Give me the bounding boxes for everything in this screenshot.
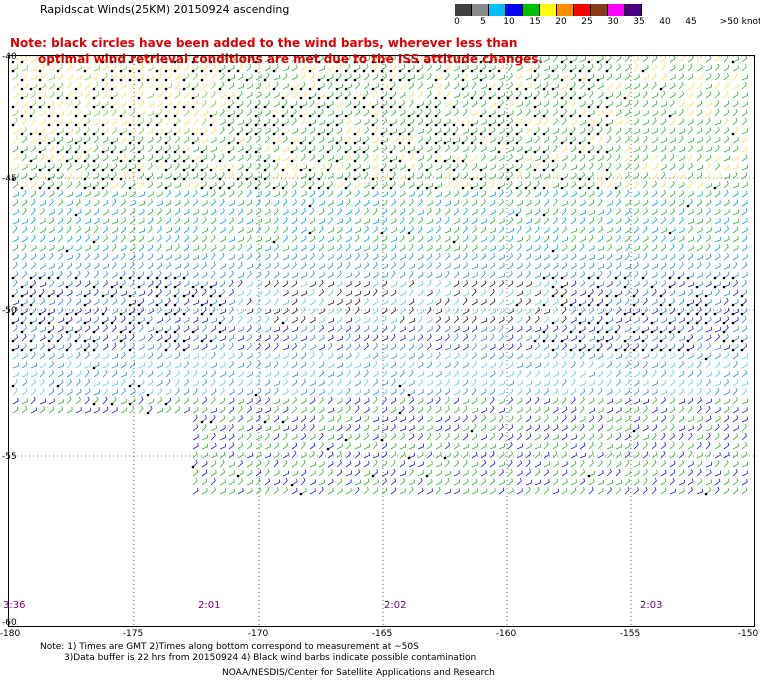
contamination-note: Note: black circles have been added to t… [10,35,570,67]
lat-label-60: -60 [2,618,17,628]
lon-label-150: -150 [737,629,759,639]
legend-labels: 0 5 10 15 20 25 30 35 40 45 >50 knots [454,16,760,28]
lat-label-45: -45 [2,174,17,184]
legend-label-1: 5 [480,17,486,27]
legend-swatch-2 [489,4,506,16]
note-line-2: optimal wind retrieval conditions are me… [38,52,543,66]
legend-label-10: >50 knots [719,17,760,27]
legend-swatch-9 [608,4,625,16]
legend-label-9: 45 [685,17,697,27]
lat-label-55: -55 [2,452,17,462]
legend-swatch-1 [472,4,489,16]
legend-swatch-3 [506,4,523,16]
wind-barb-field [9,54,754,626]
time-label-2: 2:01 [198,600,221,611]
lon-label-165: -165 [371,629,393,639]
note-line-1: Note: black circles have been added to t… [10,36,518,50]
legend-swatch-8 [591,4,608,16]
time-label-4: 2:03 [640,600,663,611]
lat-label-50: -50 [2,306,17,316]
legend-label-3: 15 [529,17,541,27]
footer-note-1: Note: 1) Times are GMT 2)Times along bot… [40,642,419,652]
legend-swatch-7 [574,4,591,16]
lon-label-170: -170 [247,629,269,639]
legend-label-0: 0 [454,17,460,27]
legend-label-5: 25 [581,17,593,27]
time-label-1: 3:36 [3,600,26,611]
footer-credit: NOAA/NESDIS/Center for Satellite Applica… [222,668,495,678]
lat-label-40: -40 [2,52,17,62]
legend-label-6: 30 [607,17,619,27]
legend-label-2: 10 [503,17,515,27]
wind-speed-legend: 0 5 10 15 20 25 30 35 40 45 >50 knots [454,4,760,28]
wind-barbs [11,54,748,496]
map-title: Rapidscat Winds(25KM) 20150924 ascending [40,3,290,16]
lon-label-155: -155 [619,629,641,639]
legend-swatch-10 [625,4,642,16]
legend-label-7: 35 [633,17,645,27]
grid-lines [9,55,754,626]
legend-swatch-0 [455,4,472,16]
time-label-3: 2:02 [384,600,407,611]
legend-swatch-5 [540,4,557,16]
wind-map-plot [8,54,755,627]
legend-swatch-4 [523,4,540,16]
legend-swatch-6 [557,4,574,16]
lon-label-180: -180 [0,629,21,639]
legend-swatches [455,4,760,16]
footer-note-2: 3)Data buffer is 22 hrs from 20150924 4)… [64,653,477,663]
legend-label-4: 20 [555,17,567,27]
legend-label-8: 40 [659,17,671,27]
lon-label-160: -160 [495,629,517,639]
lon-label-175: -175 [122,629,144,639]
